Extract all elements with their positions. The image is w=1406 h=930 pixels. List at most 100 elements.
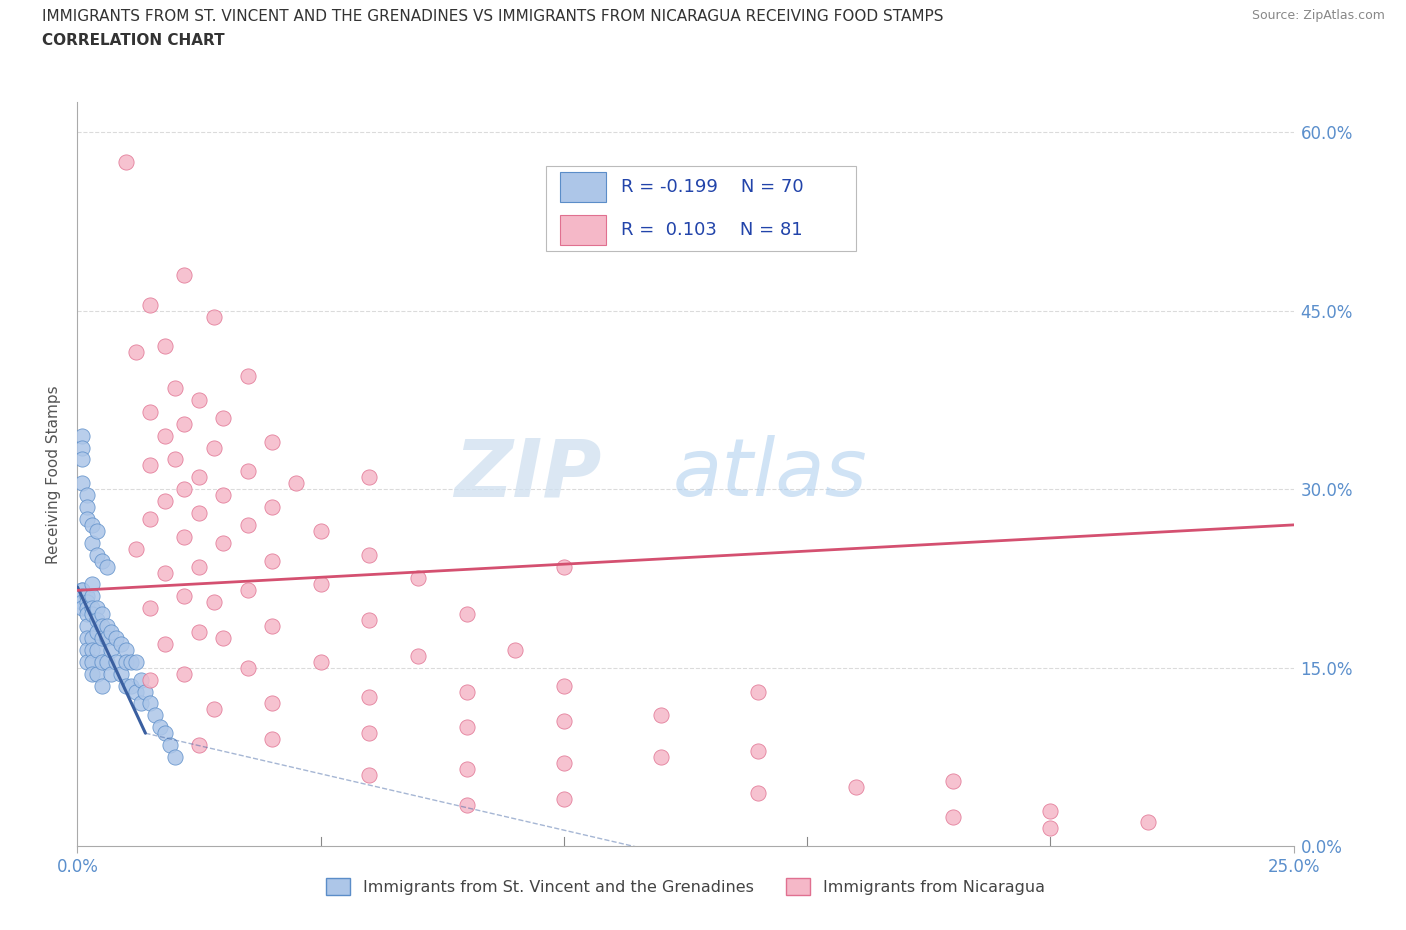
Point: [159, 737, 181, 752]
Point: [86, 625, 108, 640]
Point: [236, 464, 259, 479]
Point: [359, 725, 381, 740]
Point: [76, 595, 98, 610]
Point: [153, 725, 176, 740]
Point: [96, 631, 118, 645]
Point: [115, 678, 138, 693]
Point: [80, 643, 103, 658]
Point: [70, 440, 93, 455]
Point: [188, 737, 211, 752]
Point: [86, 666, 108, 681]
Point: [153, 636, 176, 651]
Point: [80, 536, 103, 551]
Point: [105, 655, 128, 670]
Point: [90, 553, 112, 568]
Point: [125, 655, 148, 670]
Point: [309, 524, 332, 538]
Point: [70, 583, 93, 598]
Point: [173, 666, 195, 681]
Point: [115, 154, 138, 169]
Point: [163, 380, 186, 395]
Point: [406, 571, 429, 586]
Point: [110, 666, 132, 681]
Point: [70, 476, 93, 491]
Point: [86, 524, 108, 538]
Point: [139, 512, 162, 526]
Point: [553, 755, 575, 770]
Point: [110, 636, 132, 651]
Point: [260, 696, 283, 711]
Point: [80, 631, 103, 645]
Point: [125, 345, 148, 360]
Point: [236, 517, 259, 532]
Point: [96, 618, 118, 633]
Point: [139, 601, 162, 616]
Point: [202, 440, 225, 455]
Point: [153, 428, 176, 443]
Point: [456, 606, 478, 621]
Point: [1136, 815, 1159, 830]
Point: [188, 506, 211, 521]
Point: [747, 684, 769, 699]
Point: [100, 625, 122, 640]
Point: [188, 559, 211, 574]
Point: [747, 785, 769, 800]
Point: [115, 643, 138, 658]
Point: [942, 774, 965, 789]
Point: [139, 672, 162, 687]
Text: atlas: atlas: [673, 435, 868, 513]
Point: [359, 470, 381, 485]
Point: [212, 631, 235, 645]
Point: [139, 458, 162, 472]
Point: [456, 797, 478, 812]
Point: [80, 589, 103, 604]
Point: [80, 601, 103, 616]
Point: [359, 547, 381, 562]
Point: [90, 631, 112, 645]
Point: [406, 648, 429, 663]
Point: [212, 536, 235, 551]
Point: [1039, 804, 1062, 818]
Point: [153, 565, 176, 580]
Point: [153, 339, 176, 353]
Point: [80, 517, 103, 532]
Point: [309, 577, 332, 591]
Point: [100, 643, 122, 658]
Point: [96, 655, 118, 670]
Point: [285, 476, 308, 491]
Point: [139, 696, 162, 711]
Point: [90, 678, 112, 693]
Point: [125, 684, 148, 699]
Point: [80, 666, 103, 681]
Point: [456, 684, 478, 699]
Point: [747, 744, 769, 759]
Point: [260, 434, 283, 449]
Point: [76, 606, 98, 621]
Point: [188, 470, 211, 485]
Point: [76, 618, 98, 633]
Point: [149, 720, 172, 735]
Point: [173, 417, 195, 432]
Point: [86, 613, 108, 628]
Point: [202, 309, 225, 324]
Point: [70, 601, 93, 616]
Point: [212, 487, 235, 502]
Point: [456, 762, 478, 777]
Point: [90, 618, 112, 633]
FancyBboxPatch shape: [560, 215, 606, 245]
Text: CORRELATION CHART: CORRELATION CHART: [42, 33, 225, 47]
Point: [553, 714, 575, 729]
Point: [173, 482, 195, 497]
Point: [359, 690, 381, 705]
Point: [76, 499, 98, 514]
Point: [90, 606, 112, 621]
Point: [70, 428, 93, 443]
Text: ZIP: ZIP: [454, 435, 600, 513]
Point: [120, 655, 142, 670]
Point: [80, 655, 103, 670]
Point: [503, 643, 526, 658]
Point: [1039, 821, 1062, 836]
Y-axis label: Receiving Food Stamps: Receiving Food Stamps: [46, 385, 62, 564]
Point: [139, 298, 162, 312]
Point: [96, 559, 118, 574]
